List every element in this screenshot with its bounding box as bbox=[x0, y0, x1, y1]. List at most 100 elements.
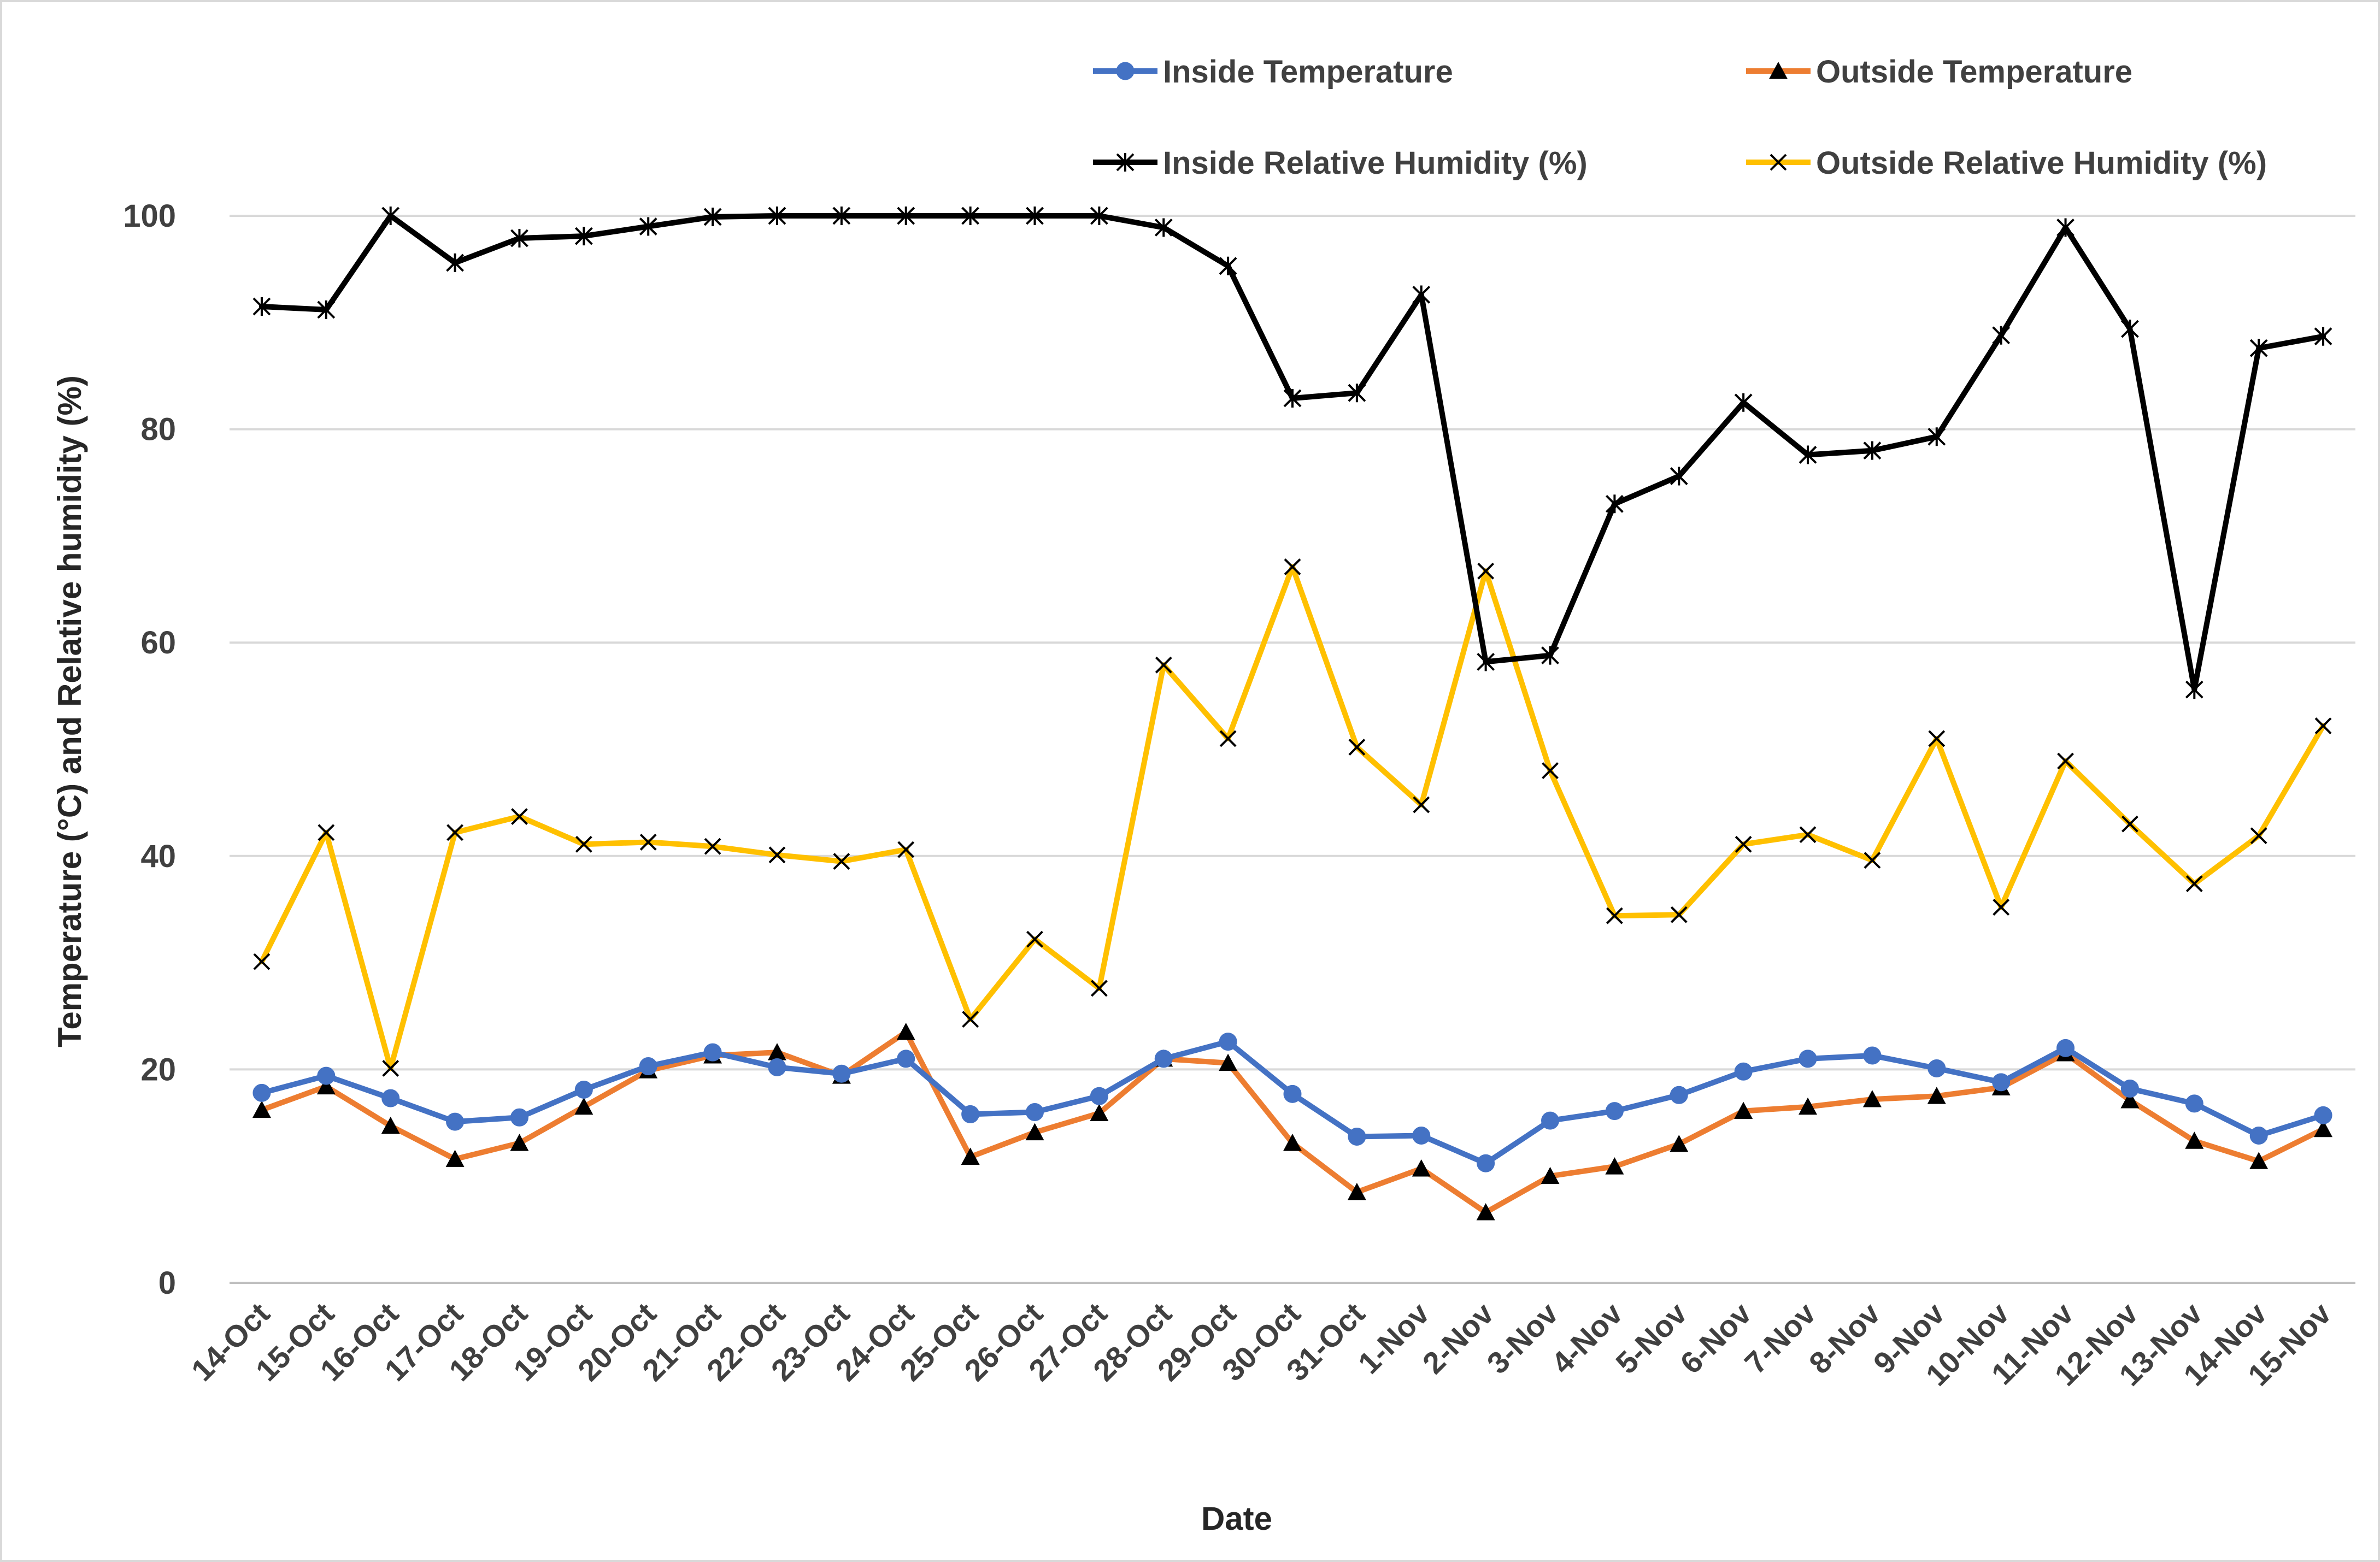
data-point bbox=[1413, 796, 1430, 814]
data-point bbox=[2185, 1094, 2203, 1113]
data-point bbox=[1477, 1154, 1495, 1172]
data-point bbox=[1090, 1104, 1109, 1121]
data-point bbox=[1799, 445, 1817, 464]
data-point bbox=[1734, 1101, 1753, 1119]
data-point bbox=[1348, 739, 1366, 756]
data-point bbox=[2314, 1106, 2332, 1124]
data-point bbox=[2121, 320, 2139, 339]
data-point bbox=[1864, 852, 1881, 869]
data-point bbox=[2250, 827, 2267, 845]
data-point bbox=[2120, 1080, 2139, 1098]
data-point bbox=[768, 846, 786, 864]
data-point bbox=[1928, 730, 1946, 747]
data-point bbox=[1412, 1126, 1431, 1145]
data-point bbox=[1992, 326, 2011, 345]
data-point bbox=[511, 808, 528, 825]
data-point bbox=[1154, 218, 1173, 237]
data-point bbox=[1347, 1182, 1366, 1200]
data-point bbox=[252, 1100, 271, 1118]
data-point bbox=[1541, 1166, 1560, 1184]
data-point bbox=[1541, 1111, 1560, 1130]
x-tick-label: 2-Nov bbox=[1416, 1296, 1501, 1381]
data-point bbox=[639, 833, 657, 851]
data-point bbox=[768, 207, 786, 225]
data-point bbox=[832, 207, 851, 225]
data-point bbox=[446, 824, 463, 841]
data-point bbox=[1283, 388, 1302, 408]
data-point bbox=[2057, 752, 2074, 770]
data-point bbox=[1025, 1103, 1044, 1122]
data-point bbox=[897, 841, 915, 858]
data-point bbox=[961, 1147, 980, 1165]
y-tick-label: 100 bbox=[123, 198, 176, 234]
x-axis-title: Date bbox=[1201, 1500, 1272, 1537]
data-point bbox=[2249, 339, 2268, 358]
data-point bbox=[1605, 494, 1624, 514]
data-point bbox=[896, 1023, 915, 1040]
data-point bbox=[1284, 558, 1301, 575]
legend: Inside Temperature Outside Temperature Ins… bbox=[1093, 54, 2267, 181]
data-point bbox=[961, 207, 980, 225]
y-tick-label: 20 bbox=[140, 1052, 176, 1087]
data-point bbox=[1219, 256, 1237, 275]
legend-label: Inside Temperature bbox=[1163, 54, 1453, 90]
data-point bbox=[2314, 327, 2332, 346]
data-point bbox=[1412, 1159, 1431, 1177]
x-tick-label: 4-Nov bbox=[1544, 1296, 1629, 1381]
data-point bbox=[1090, 207, 1108, 225]
y-tick-label: 80 bbox=[140, 412, 176, 447]
data-point bbox=[574, 227, 593, 246]
data-point bbox=[1283, 1084, 1302, 1103]
x-tick-label: 5-Nov bbox=[1609, 1296, 1694, 1381]
data-point bbox=[703, 207, 722, 226]
data-point bbox=[1348, 384, 1366, 403]
data-point bbox=[1477, 562, 1495, 580]
series-outside-relative-humidity bbox=[253, 558, 2332, 1077]
data-point bbox=[962, 1011, 979, 1028]
x-tick-label: 6-Nov bbox=[1673, 1296, 1758, 1381]
legend-marker bbox=[1769, 62, 1788, 79]
data-point bbox=[767, 1043, 786, 1060]
data-point bbox=[445, 1150, 465, 1167]
data-point bbox=[1993, 899, 2010, 916]
data-point bbox=[2120, 1091, 2140, 1109]
data-point bbox=[1734, 393, 1753, 412]
data-point bbox=[1606, 907, 1623, 924]
data-point bbox=[832, 1064, 851, 1083]
legend-item: Inside Temperature bbox=[1093, 54, 1453, 90]
data-point bbox=[253, 953, 271, 970]
data-point bbox=[1026, 207, 1044, 225]
data-point bbox=[2249, 1126, 2268, 1145]
data-point bbox=[833, 853, 850, 870]
y-tick-labels: 0 20 40 60 80 100 bbox=[123, 198, 176, 1301]
series-line bbox=[258, 1029, 2326, 1216]
gridlines bbox=[230, 215, 2355, 1284]
data-point bbox=[2122, 815, 2138, 833]
data-point bbox=[1863, 1046, 1882, 1065]
data-point bbox=[703, 1043, 722, 1062]
data-point bbox=[446, 1112, 465, 1131]
series-line bbox=[258, 213, 2326, 693]
data-point bbox=[1412, 285, 1431, 304]
data-point bbox=[381, 1116, 400, 1134]
data-point bbox=[1862, 1090, 1882, 1107]
legend-item: Outside Temperature bbox=[1746, 54, 2132, 90]
data-point bbox=[1734, 1062, 1753, 1081]
series-outside-temperature bbox=[252, 1023, 2333, 1221]
legend-label: Inside Relative Humidity (%) bbox=[1163, 145, 1588, 181]
data-point bbox=[1219, 730, 1237, 747]
data-point bbox=[2314, 717, 2332, 734]
data-point bbox=[381, 207, 400, 225]
data-point bbox=[2314, 1119, 2333, 1137]
data-point bbox=[1090, 1087, 1108, 1105]
data-point bbox=[1927, 427, 1946, 446]
legend-label: Outside Temperature bbox=[1816, 54, 2132, 90]
data-point bbox=[1026, 930, 1043, 948]
x-tick-labels: 14-Oct15-Oct16-Oct17-Oct18-Oct19-Oct20-O… bbox=[185, 1296, 2338, 1393]
data-point bbox=[1476, 1203, 1495, 1221]
series-inside-relative-humidity bbox=[252, 207, 2332, 699]
data-point bbox=[1927, 1087, 1946, 1104]
data-point bbox=[446, 253, 464, 272]
data-point bbox=[1155, 656, 1172, 674]
